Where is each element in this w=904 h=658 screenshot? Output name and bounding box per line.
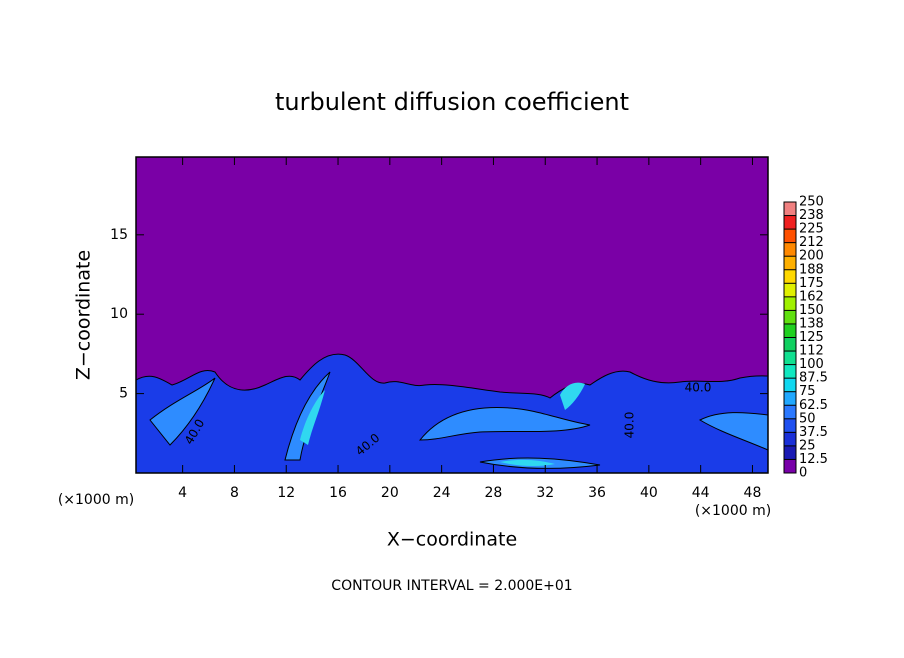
colorbar-label: 138 [799, 316, 824, 331]
high-diffusion-region [149, 371, 769, 469]
x-tick-label: 40 [640, 485, 658, 501]
y-axis-label: Z−coordinate [73, 250, 95, 380]
colorbar-label: 50 [799, 411, 816, 426]
x-tick-label: 20 [381, 485, 399, 501]
x-axis-label: X−coordinate [387, 529, 517, 551]
colorbar-swatch [784, 269, 796, 284]
colorbar-swatch [784, 378, 796, 392]
y-tick-label: 10 [110, 306, 128, 322]
colorbar-label: 75 [799, 384, 816, 399]
colorbar-label: 25 [799, 438, 816, 453]
colorbar-label: 150 [799, 303, 824, 318]
colorbar-swatch [784, 296, 796, 311]
x-tick-label: 44 [692, 485, 710, 501]
contour-label: 40.0 [623, 412, 637, 439]
colorbar-swatch [784, 256, 796, 270]
x-tick-label: 8 [230, 485, 239, 501]
colorbar-swatch [784, 337, 796, 352]
x-tick-label: 48 [744, 485, 762, 501]
colorbar-label: 87.5 [799, 371, 828, 386]
colorbar-label: 62.5 [799, 398, 828, 413]
colorbar-label: 0 [799, 466, 807, 481]
colorbar-swatch [784, 351, 796, 365]
colorbar-label: 162 [799, 289, 824, 304]
x-tick-label: 24 [433, 485, 451, 501]
field [135, 157, 769, 474]
colorbar-label: 112 [799, 344, 824, 359]
y-tick-label: 15 [110, 227, 128, 243]
colorbar-swatch [784, 323, 796, 338]
colorbar-swatch [784, 364, 796, 379]
y-tick-label: 5 [119, 386, 128, 402]
colorbar-label: 188 [799, 262, 824, 277]
x-tick-label: 16 [329, 485, 347, 501]
colorbar-swatch [784, 459, 796, 473]
colorbar-label: 200 [799, 249, 824, 264]
colorbar-label: 100 [799, 357, 824, 372]
colorbar-swatch [784, 432, 796, 446]
x-tick-label: 32 [536, 485, 554, 501]
colorbar-swatch [784, 202, 796, 216]
colorbar-label: 125 [799, 330, 824, 345]
plot-frame [135, 156, 769, 474]
colorbar-swatch [784, 405, 796, 419]
colorbar-swatch [784, 310, 796, 324]
colorbar-label: 37.5 [799, 425, 828, 440]
colorbar-swatch [784, 418, 796, 433]
contour-label: 40.0 [685, 381, 712, 395]
colorbar-label: 238 [799, 208, 824, 223]
colorbar-swatch [784, 242, 796, 257]
x-unit: (×1000 m) [695, 503, 771, 519]
colorbar-label: 225 [799, 222, 824, 237]
colorbar-swatch [784, 215, 796, 230]
footnote: CONTOUR INTERVAL = 2.000E+01 [331, 578, 572, 594]
colorbar-label: 12.5 [799, 452, 828, 467]
colorbar-label: 250 [799, 195, 824, 210]
x-unit: (×1000 m) [58, 492, 134, 508]
chart-title: turbulent diffusion coefficient [275, 88, 629, 116]
colorbar-swatch [784, 283, 796, 297]
colorbar-swatch [784, 229, 796, 243]
colorbar-swatch [784, 445, 796, 460]
colorbar-label: 212 [799, 235, 824, 250]
x-tick-label: 4 [178, 485, 187, 501]
x-tick-label: 36 [588, 485, 606, 501]
x-tick-label: 28 [485, 485, 503, 501]
x-tick-label: 12 [277, 485, 295, 501]
colorbar-label: 175 [799, 276, 824, 291]
colorbar-swatch [784, 391, 796, 406]
